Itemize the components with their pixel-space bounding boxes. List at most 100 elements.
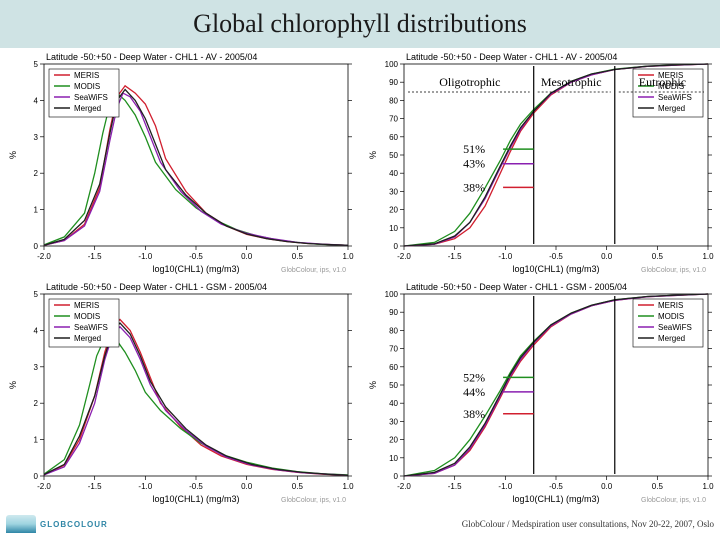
svg-text:20: 20 [389,436,398,445]
svg-text:0.0: 0.0 [601,252,613,261]
svg-text:MODIS: MODIS [74,312,100,321]
svg-text:-0.5: -0.5 [189,482,203,491]
svg-text:-0.5: -0.5 [189,252,203,261]
svg-text:10: 10 [389,454,398,463]
panel-cdf-gsm: Latitude -50:+50 - Deep Water - CHL1 - G… [360,278,720,508]
svg-text:0.5: 0.5 [652,252,664,261]
logo-text: GLOBCOLOUR [40,520,108,529]
svg-text:20: 20 [389,206,398,215]
svg-text:4: 4 [34,96,39,105]
svg-text:-1.0: -1.0 [498,252,512,261]
svg-text:3: 3 [34,363,39,372]
svg-text:-2.0: -2.0 [37,482,51,491]
footer-credit: GlobColour / Medspiration user consultat… [462,519,714,529]
svg-text:1.0: 1.0 [342,482,354,491]
panel-cdf-av: Latitude -50:+50 - Deep Water - CHL1 - A… [360,48,720,278]
svg-text:1: 1 [34,436,39,445]
svg-text:MERIS: MERIS [74,301,99,310]
logo: GLOBCOLOUR [6,515,108,533]
svg-text:4: 4 [34,326,39,335]
svg-text:Merged: Merged [658,334,685,343]
svg-text:60: 60 [389,133,398,142]
svg-text:%: % [368,381,378,389]
svg-text:100: 100 [385,60,399,69]
svg-text:0.0: 0.0 [601,482,613,491]
svg-text:log10(CHL1) (mg/m3): log10(CHL1) (mg/m3) [152,264,239,274]
svg-text:GlobColour, ips, v1.0: GlobColour, ips, v1.0 [281,267,346,274]
svg-text:80: 80 [389,96,398,105]
title-bar: Global chlorophyll distributions [0,0,720,48]
svg-text:50: 50 [389,151,398,160]
svg-text:1.0: 1.0 [342,252,354,261]
svg-text:0.5: 0.5 [652,482,664,491]
svg-text:Latitude -50:+50 - Deep Water: Latitude -50:+50 - Deep Water - CHL1 - A… [46,52,257,62]
svg-text:1.0: 1.0 [702,482,714,491]
logo-icon [6,515,36,533]
svg-text:-1.5: -1.5 [448,482,462,491]
svg-text:-1.0: -1.0 [138,252,152,261]
svg-text:-1.5: -1.5 [88,252,102,261]
svg-text:log10(CHL1) (mg/m3): log10(CHL1) (mg/m3) [512,494,599,504]
chart-grid: Latitude -50:+50 - Deep Water - CHL1 - A… [0,48,720,508]
svg-text:-2.0: -2.0 [397,482,411,491]
svg-text:SeaWiFS: SeaWiFS [74,323,108,332]
svg-text:Merged: Merged [74,104,101,113]
svg-text:-0.5: -0.5 [549,252,563,261]
svg-text:52%: 52% [463,370,485,384]
svg-text:0.5: 0.5 [292,482,304,491]
svg-text:GlobColour, ips, v1.0: GlobColour, ips, v1.0 [641,267,706,274]
svg-text:log10(CHL1) (mg/m3): log10(CHL1) (mg/m3) [512,264,599,274]
svg-text:40: 40 [389,169,398,178]
svg-text:2: 2 [34,399,39,408]
svg-text:Mesotrophic: Mesotrophic [541,75,602,89]
svg-text:MERIS: MERIS [74,71,99,80]
svg-text:70: 70 [389,115,398,124]
svg-text:44%: 44% [463,385,485,399]
page-title: Global chlorophyll distributions [193,9,527,39]
svg-text:Merged: Merged [74,334,101,343]
svg-text:log10(CHL1) (mg/m3): log10(CHL1) (mg/m3) [152,494,239,504]
svg-text:90: 90 [389,308,398,317]
svg-text:38%: 38% [463,180,485,194]
svg-text:60: 60 [389,363,398,372]
svg-text:-1.5: -1.5 [448,252,462,261]
svg-text:1.0: 1.0 [702,252,714,261]
svg-text:%: % [8,151,18,159]
svg-text:40: 40 [389,399,398,408]
svg-text:GlobColour, ips, v1.0: GlobColour, ips, v1.0 [641,497,706,504]
svg-text:70: 70 [389,345,398,354]
svg-text:0.0: 0.0 [241,252,253,261]
svg-text:SeaWiFS: SeaWiFS [658,323,692,332]
svg-text:MODIS: MODIS [74,82,100,91]
svg-text:3: 3 [34,133,39,142]
svg-text:0: 0 [34,242,39,251]
footer: GLOBCOLOUR GlobColour / Medspiration use… [0,508,720,540]
svg-text:10: 10 [389,224,398,233]
svg-text:0.5: 0.5 [292,252,304,261]
svg-text:Latitude -50:+50 - Deep Water: Latitude -50:+50 - Deep Water - CHL1 - A… [406,52,617,62]
svg-text:1: 1 [34,206,39,215]
svg-text:-1.0: -1.0 [138,482,152,491]
svg-text:0: 0 [394,242,399,251]
svg-text:43%: 43% [463,157,485,171]
svg-text:30: 30 [389,187,398,196]
svg-text:MERIS: MERIS [658,301,683,310]
svg-text:-1.0: -1.0 [498,482,512,491]
svg-text:-2.0: -2.0 [397,252,411,261]
panel-hist-gsm: Latitude -50:+50 - Deep Water - CHL1 - G… [0,278,360,508]
svg-text:Eutrophic: Eutrophic [639,75,686,89]
svg-text:%: % [8,381,18,389]
svg-text:100: 100 [385,290,399,299]
svg-text:5: 5 [34,290,39,299]
svg-text:0: 0 [394,472,399,481]
svg-text:38%: 38% [463,407,485,421]
svg-text:-1.5: -1.5 [88,482,102,491]
svg-text:51%: 51% [463,142,485,156]
svg-text:Oligotrophic: Oligotrophic [439,75,500,89]
panel-hist-av: Latitude -50:+50 - Deep Water - CHL1 - A… [0,48,360,278]
svg-text:Merged: Merged [658,104,685,113]
svg-text:SeaWiFS: SeaWiFS [658,93,692,102]
svg-text:GlobColour, ips, v1.0: GlobColour, ips, v1.0 [281,497,346,504]
svg-text:30: 30 [389,417,398,426]
svg-text:MODIS: MODIS [658,312,684,321]
